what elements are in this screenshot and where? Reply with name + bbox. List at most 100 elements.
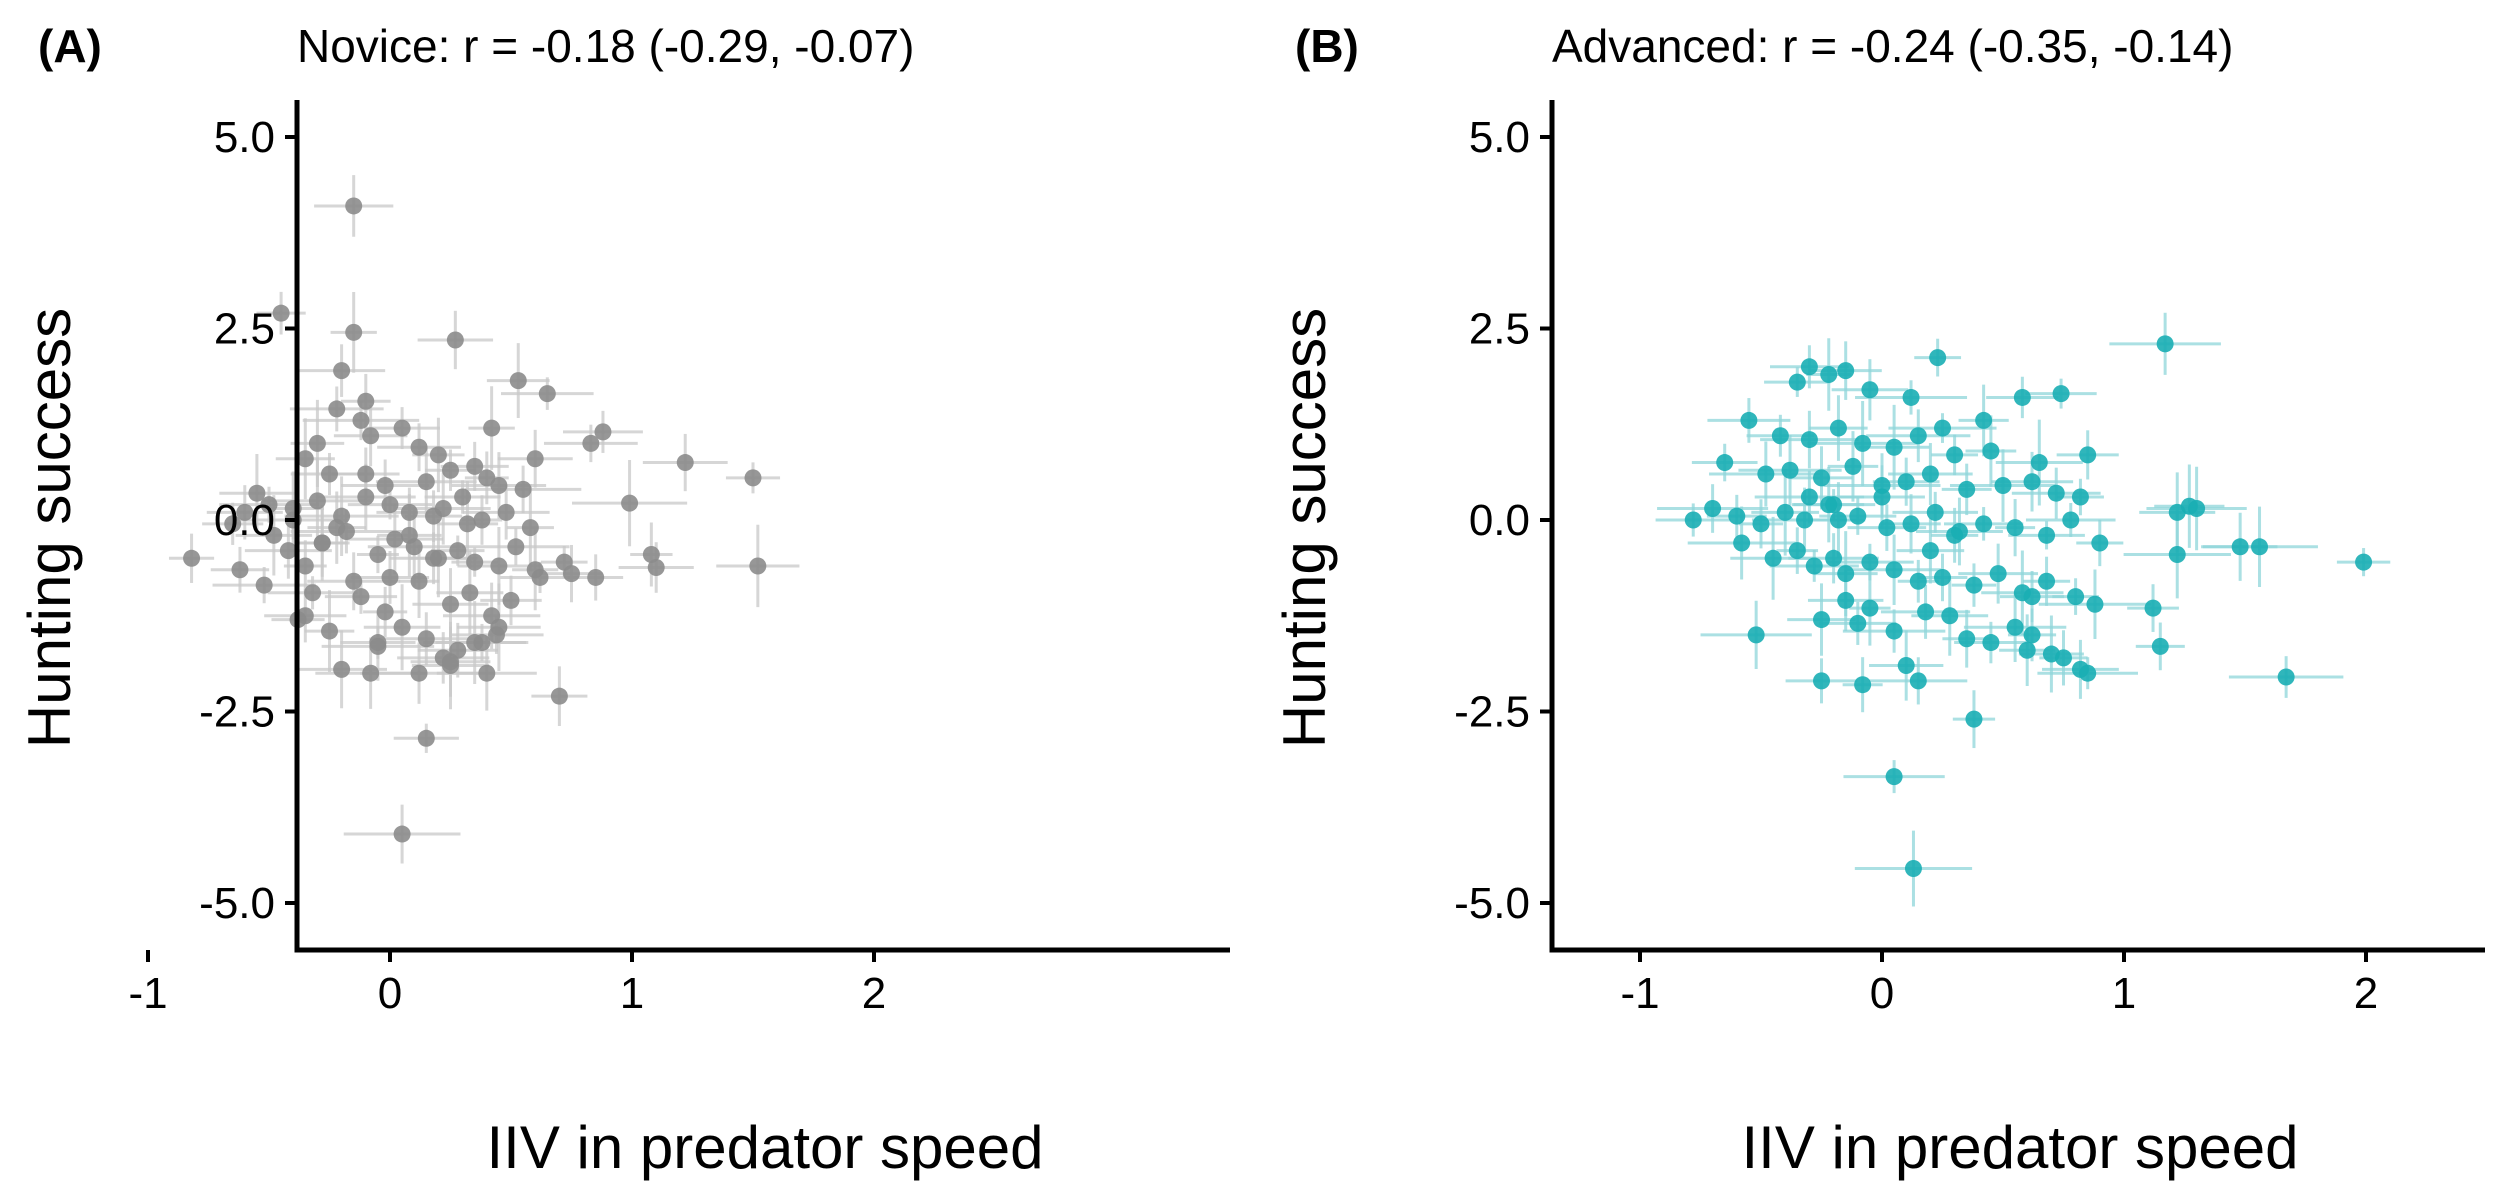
data-point: [1837, 362, 1855, 380]
data-point: [308, 492, 326, 510]
data-point: [224, 515, 242, 533]
data-point: [2006, 519, 2024, 537]
x-tick-label: 1: [620, 969, 644, 1018]
data-point: [1885, 438, 1903, 456]
data-point: [410, 664, 428, 682]
data-point: [434, 500, 452, 518]
data-point: [265, 526, 283, 544]
data-point: [328, 400, 346, 418]
data-point: [345, 323, 363, 341]
data-point: [2168, 503, 2186, 521]
data-point: [490, 477, 508, 495]
data-point: [1965, 576, 1983, 594]
data-point: [352, 411, 370, 429]
x-tick-label: 2: [2354, 969, 2378, 1018]
data-point: [442, 595, 459, 613]
data-point: [313, 534, 331, 552]
panel-b-axes: 5.0 2.5 0.0 -2.5 -5.0 -1 0 1 2: [1454, 100, 2485, 1018]
y-tick-label: -5.0: [199, 879, 275, 928]
data-point: [417, 630, 435, 648]
panel-b-letter: (B): [1295, 20, 1359, 72]
data-point: [442, 657, 459, 675]
y-tick-label: -2.5: [199, 688, 275, 737]
data-point: [454, 488, 472, 506]
data-point: [425, 549, 443, 567]
data-point: [526, 450, 544, 468]
data-point: [362, 664, 380, 682]
data-point: [304, 584, 322, 602]
data-point: [1788, 373, 1806, 391]
data-point: [1975, 515, 1993, 533]
data-point: [449, 641, 467, 659]
data-point: [1934, 419, 1951, 437]
y-tick-label: 2.5: [214, 305, 275, 354]
data-point: [749, 557, 767, 575]
data-point: [2151, 637, 2169, 655]
data-point: [410, 572, 428, 590]
data-point: [296, 557, 314, 575]
data-point: [2030, 454, 2048, 472]
x-tick-label: 1: [2112, 969, 2136, 1018]
data-point: [2086, 595, 2104, 613]
data-point: [1909, 572, 1927, 590]
data-point: [357, 488, 375, 506]
data-point: [1994, 477, 2012, 495]
data-point: [1897, 657, 1915, 675]
data-point: [236, 503, 254, 521]
data-point: [2018, 641, 2036, 659]
y-tick-label: 0.0: [1469, 496, 1530, 545]
data-point: [497, 503, 515, 521]
data-point: [2006, 618, 2024, 636]
data-point: [2013, 388, 2031, 406]
x-tick-label: -1: [128, 969, 167, 1018]
x-tick-label: 0: [1870, 969, 1894, 1018]
data-point: [1902, 388, 1920, 406]
data-point: [2023, 588, 2041, 606]
data-point: [1878, 519, 1896, 537]
data-point: [1989, 565, 2007, 583]
data-point: [1861, 553, 1879, 571]
data-point: [621, 494, 639, 512]
data-point: [2055, 649, 2072, 667]
data-point: [393, 825, 411, 843]
data-point: [1946, 446, 1964, 464]
data-point: [1854, 676, 1872, 694]
data-point: [1800, 358, 1818, 376]
panel-a-letter: (A): [38, 20, 102, 72]
data-point: [352, 588, 370, 606]
data-point: [357, 465, 375, 483]
x-tick-label: -1: [1620, 969, 1659, 1018]
data-point: [400, 526, 418, 544]
data-point: [2052, 385, 2070, 403]
data-point: [483, 419, 501, 437]
data-point: [376, 603, 394, 621]
data-point: [2038, 526, 2056, 544]
data-point: [514, 480, 532, 498]
data-point: [393, 419, 411, 437]
data-point: [446, 331, 464, 349]
data-point: [248, 484, 266, 502]
data-point: [1885, 622, 1903, 640]
data-point: [509, 372, 527, 390]
data-point: [1829, 511, 1847, 529]
data-point: [429, 446, 447, 464]
data-point: [1825, 549, 1843, 567]
data-point: [1805, 557, 1823, 575]
data-point: [1820, 365, 1838, 383]
data-point: [594, 423, 612, 441]
panel-b-y-axis-title: Hunting success: [1271, 308, 1338, 748]
data-point: [2144, 599, 2162, 617]
y-tick-label: 5.0: [214, 113, 275, 162]
data-point: [183, 549, 201, 567]
data-point: [2355, 553, 2373, 571]
data-point: [2062, 511, 2080, 529]
data-point: [2168, 545, 2186, 563]
y-tick-label: 5.0: [1469, 113, 1530, 162]
data-point: [1921, 542, 1939, 560]
data-point: [466, 457, 484, 475]
data-point: [376, 477, 394, 495]
data-point: [381, 568, 399, 586]
data-point: [478, 664, 496, 682]
data-point: [410, 438, 428, 456]
